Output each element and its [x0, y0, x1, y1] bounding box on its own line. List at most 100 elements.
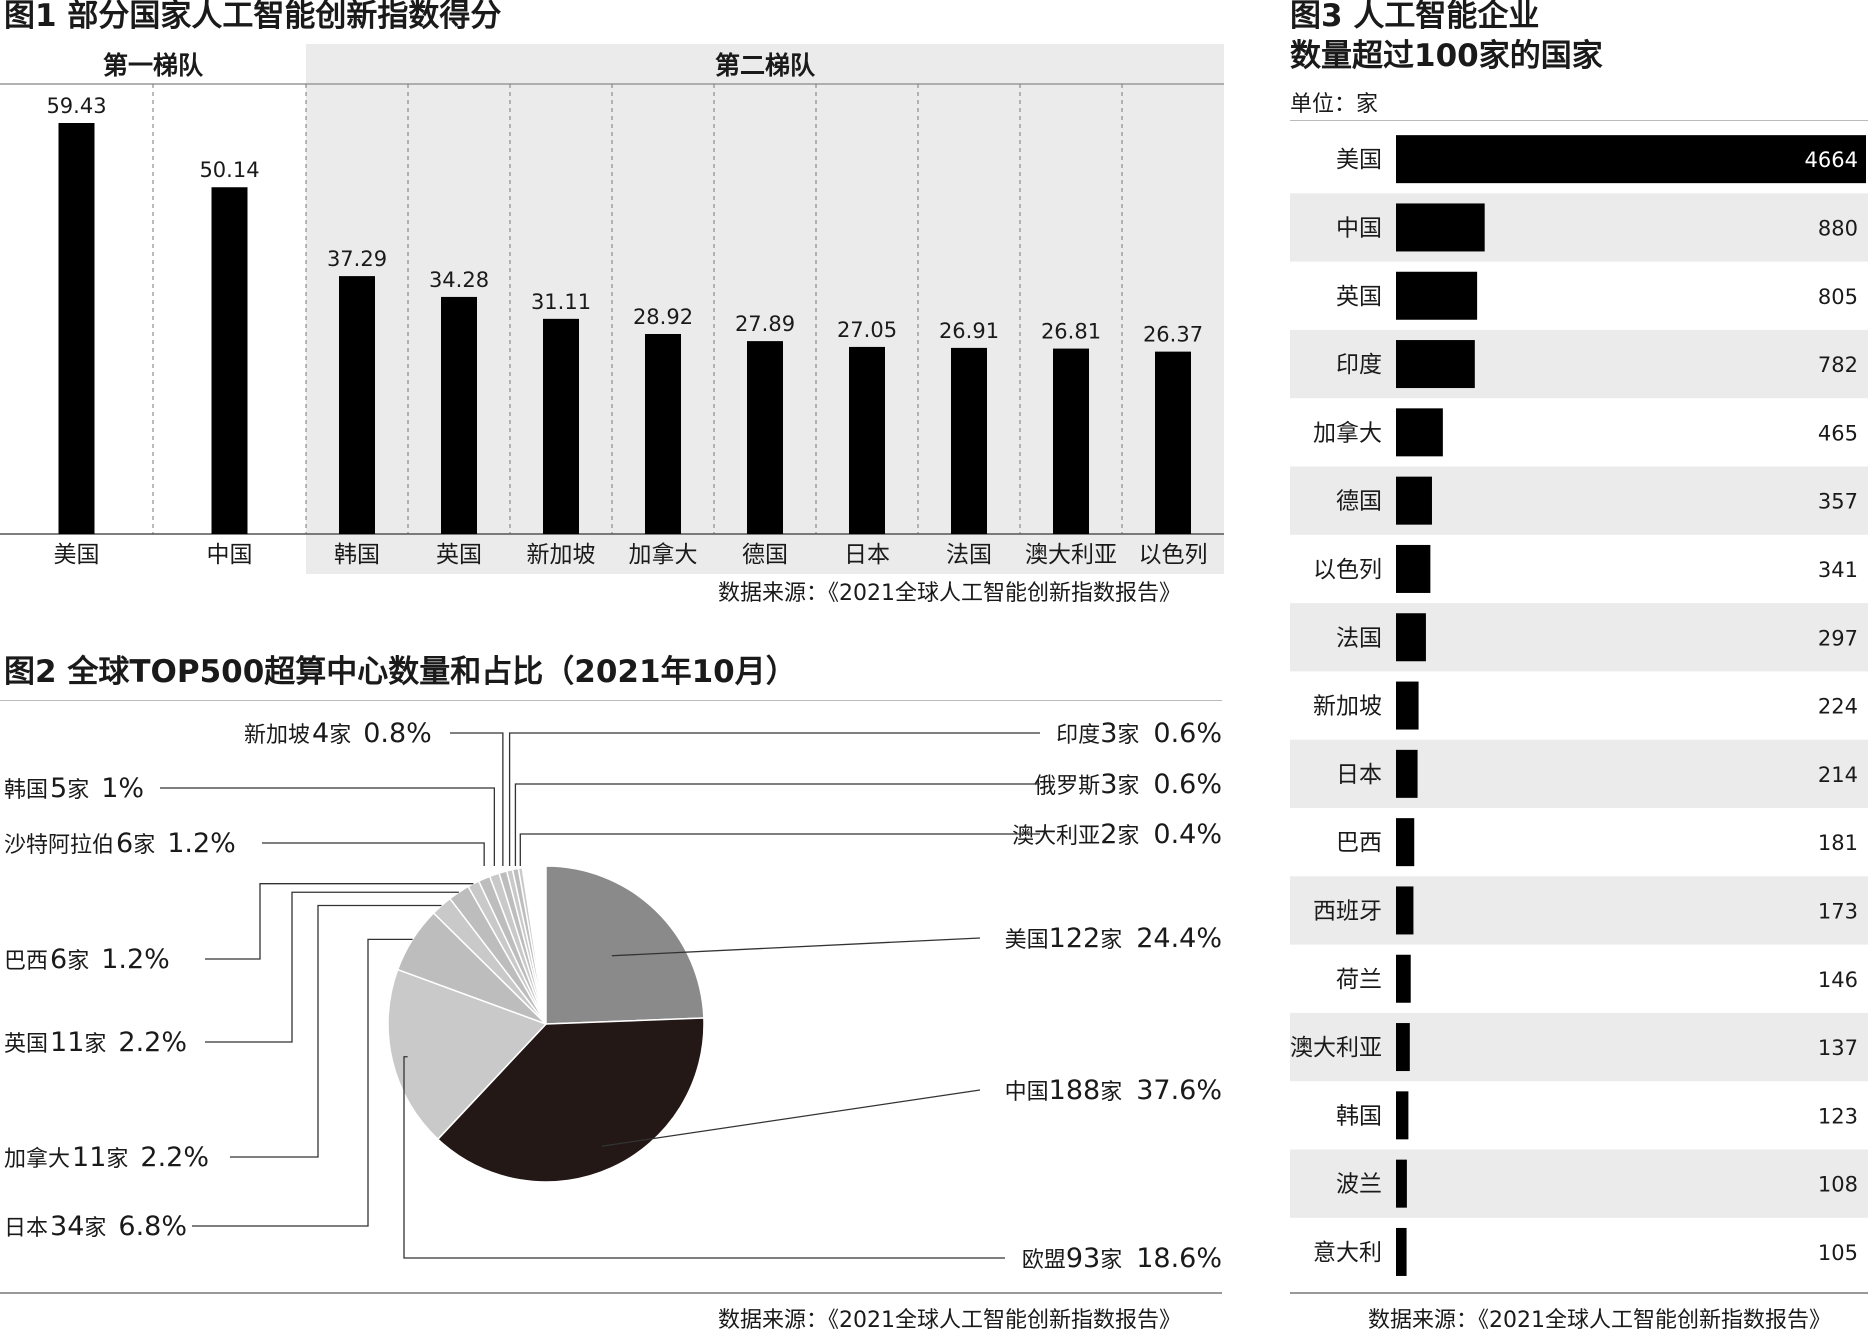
bar-新加坡 [543, 318, 579, 534]
value-label: 173 [1818, 899, 1858, 923]
leader-line [262, 842, 485, 866]
slice-name: 美国 [1005, 928, 1049, 953]
pie-slice-美国 [545, 865, 705, 1025]
fig3-bottom-rule [1290, 1292, 1868, 1294]
bar-美国 [1396, 135, 1866, 184]
row-stripe [1290, 466, 1868, 535]
slice-count: 3 [1100, 769, 1117, 800]
pie-slice-澳大利亚 [517, 866, 547, 1025]
value-label: 4664 [1805, 148, 1858, 172]
value-label: 50.14 [199, 158, 259, 182]
category-label: 英国 [436, 542, 482, 568]
pie-label-text: 韩国5家 1% [4, 773, 144, 804]
fig3-hbar-chart: 美国 4664 中国 880 英国 805 印度 782 加拿大 465 德国 357 以色列 341 法国… [1290, 135, 1868, 1276]
bar-波兰 [1396, 1159, 1407, 1208]
value-label: 26.91 [939, 319, 999, 343]
slice-count: 5 [50, 773, 67, 804]
leader-line [205, 891, 459, 1043]
category-label: 韩国 [334, 542, 380, 568]
pie-label-日本: 日本34家 6.8% [4, 938, 413, 1242]
slice-name: 巴西 [4, 949, 48, 974]
slice-count: 11 [50, 1027, 84, 1058]
bar-韩国 [339, 276, 375, 534]
bar-以色列 [1396, 544, 1431, 593]
category-label: 印度 [1336, 352, 1382, 378]
pie-label-text: 沙特阿拉伯6家 1.2% [4, 828, 236, 859]
slice-unit: 家 [1117, 824, 1139, 849]
bar-澳大利亚 [1053, 348, 1089, 534]
fig1-bar-chart: 第一梯队 第二梯队 59.43 美国 50.14 中国 37.29 韩国 34.28 英国 31.1… [0, 44, 1224, 574]
category-label: 巴西 [1336, 830, 1382, 856]
bar-韩国 [1396, 1091, 1409, 1140]
fig3-title-line2: 数量超过100家的国家 [1290, 38, 1603, 74]
row-stripe [1290, 739, 1868, 808]
bar-德国 [747, 341, 783, 534]
bar-法国 [1396, 613, 1426, 662]
value-label: 31.11 [531, 290, 591, 314]
pie-label-text: 加拿大11家 2.2% [4, 1142, 209, 1173]
value-label: 27.89 [735, 312, 795, 336]
fig1-title: 图1 部分国家人工智能创新指数得分 [4, 0, 502, 34]
category-label: 英国 [1336, 284, 1382, 310]
slice-count: 4 [312, 718, 329, 749]
category-label: 新加坡 [527, 542, 596, 568]
bar-以色列 [1155, 351, 1191, 534]
slice-name: 印度 [1056, 723, 1100, 748]
value-label: 105 [1818, 1241, 1858, 1265]
slice-count: 6 [50, 944, 67, 975]
slice-name: 沙特阿拉伯 [4, 833, 114, 858]
slice-percent: 0.6% [1153, 718, 1222, 749]
slice-count: 34 [50, 1211, 84, 1242]
slice-unit: 家 [1117, 723, 1139, 748]
slice-percent: 0.4% [1153, 819, 1222, 850]
pie-label-text: 英国11家 2.2% [4, 1027, 187, 1058]
slice-count: 2 [1100, 819, 1117, 850]
bar-日本 [1396, 749, 1418, 798]
fig1-source: 数据来源：《2021全球人工智能创新指数报告》 [718, 581, 1181, 606]
pie-label-中国: 中国188家 37.6% [601, 1075, 1222, 1147]
pie-label-英国: 英国11家 2.2% [4, 891, 459, 1058]
pie-label-印度: 印度3家 0.6% [508, 718, 1222, 866]
fig2-pie-chart: 美国122家 24.4%中国188家 37.6%欧盟93家 18.6%日本34家 6.8… [4, 718, 1222, 1274]
pie-label-text: 中国188家 37.6% [1005, 1075, 1222, 1106]
slice-name: 澳大利亚 [1012, 824, 1100, 849]
fig3-source: 数据来源：《2021全球人工智能创新指数报告》 [1368, 1308, 1831, 1333]
pie-slice-欧盟 [387, 968, 548, 1141]
slice-name: 加拿大 [4, 1146, 70, 1172]
tier1-label: 第一梯队 [103, 51, 204, 80]
category-label: 美国 [1336, 147, 1382, 173]
pie-label-沙特阿拉伯: 沙特阿拉伯6家 1.2% [4, 828, 485, 866]
fig3-title-line1: 图3 人工智能企业 [1290, 0, 1540, 34]
row-stripe [1290, 193, 1868, 262]
bar-印度 [1396, 340, 1475, 389]
leader-line [230, 904, 442, 1158]
value-label: 224 [1818, 695, 1858, 719]
category-label: 澳大利亚 [1025, 542, 1117, 568]
bar-加拿大 [645, 333, 681, 534]
slice-name: 新加坡 [244, 723, 310, 748]
row-stripe [1290, 876, 1868, 945]
value-label: 34.28 [429, 268, 489, 292]
pie-label-text: 印度3家 0.6% [1056, 718, 1222, 749]
category-label: 波兰 [1336, 1172, 1382, 1198]
bar-新加坡 [1396, 681, 1419, 730]
leader-line [192, 938, 413, 1227]
category-label: 新加坡 [1313, 694, 1382, 720]
category-label: 荷兰 [1336, 967, 1382, 993]
bar-中国 [211, 187, 248, 535]
leader-line [611, 937, 981, 957]
pie-label-加拿大: 加拿大11家 2.2% [4, 904, 442, 1173]
value-label: 465 [1818, 421, 1858, 445]
slice-unit: 家 [133, 833, 155, 858]
value-label: 357 [1818, 490, 1858, 514]
slice-percent: 18.6% [1136, 1243, 1222, 1274]
slice-name: 韩国 [4, 778, 48, 803]
value-label: 341 [1818, 558, 1858, 582]
leader-line [450, 732, 504, 866]
fig3-unit: 单位：家 [1290, 92, 1379, 117]
category-label: 以色列 [1313, 557, 1382, 583]
category-label: 加拿大 [1313, 419, 1382, 446]
slice-percent: 0.6% [1153, 769, 1222, 800]
bar-美国 [58, 123, 95, 534]
slice-name: 欧盟 [1022, 1248, 1066, 1273]
